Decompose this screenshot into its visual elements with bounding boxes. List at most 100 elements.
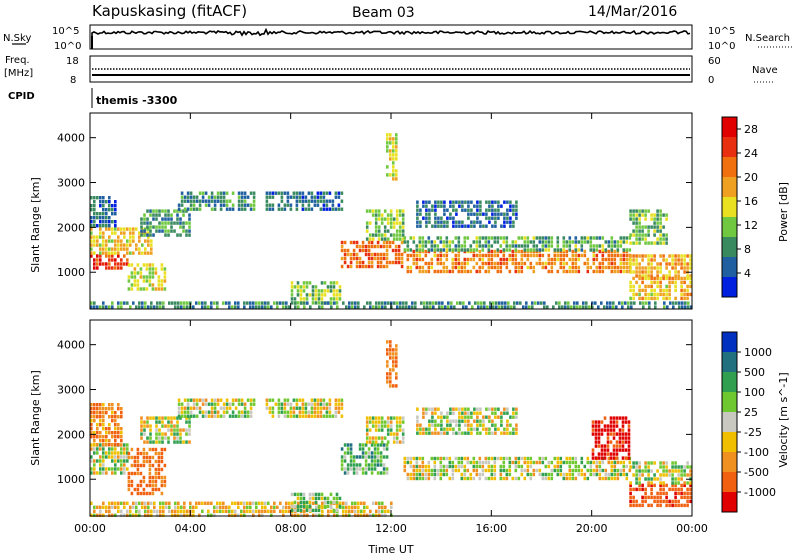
echo-cell <box>370 240 374 245</box>
echo-cell <box>157 467 161 472</box>
echo-cell <box>130 263 134 267</box>
echo-cell <box>231 513 234 517</box>
echo-cell <box>176 233 179 237</box>
echo-cell <box>427 248 431 252</box>
echo-cell <box>313 398 317 402</box>
echo-cell <box>426 301 429 305</box>
echo-cell <box>325 207 329 211</box>
echo-cell <box>234 406 238 410</box>
echo-cell <box>401 233 405 237</box>
echo-cell <box>323 504 327 509</box>
echo-cell <box>616 240 620 244</box>
echo-cell <box>96 435 99 439</box>
echo-cell <box>650 469 653 473</box>
echo-cell <box>464 224 467 228</box>
echo-cell <box>526 248 530 252</box>
echo-cell <box>105 443 108 447</box>
echo-cell <box>475 244 479 248</box>
echo-cell <box>609 432 613 436</box>
echo-cell <box>158 428 161 432</box>
echo-cell <box>111 266 114 270</box>
echo-cell <box>683 280 686 285</box>
echo-cell <box>436 468 440 473</box>
echo-cell <box>574 460 578 465</box>
echo-cell <box>147 231 150 235</box>
echo-cell <box>668 274 671 278</box>
echo-cell <box>147 513 150 517</box>
echo-cell <box>99 231 102 235</box>
echo-cell <box>133 279 137 283</box>
echo-cell <box>375 305 378 309</box>
echo-cell <box>213 513 216 517</box>
echo-cell <box>627 436 631 440</box>
echo-cell <box>368 440 372 444</box>
echo-cell <box>280 410 284 414</box>
echo-cell <box>601 253 605 258</box>
echo-cell <box>389 233 393 237</box>
echo-cell <box>629 503 632 508</box>
echo-cell <box>321 509 324 513</box>
echo-cell <box>132 235 135 239</box>
echo-cell <box>367 256 371 261</box>
echo-cell <box>412 240 416 244</box>
echo-cell <box>632 288 635 293</box>
echo-cell <box>475 253 479 258</box>
echo-cell <box>126 467 129 471</box>
echo-cell <box>395 137 398 141</box>
echo-cell <box>158 213 161 217</box>
echo-cell <box>348 305 351 309</box>
echo-cell <box>307 207 311 211</box>
echo-cell <box>322 191 326 195</box>
echo-cell <box>329 281 333 285</box>
echo-cell <box>142 479 146 484</box>
echo-cell <box>389 344 392 348</box>
echo-cell <box>188 424 191 428</box>
echo-cell <box>264 501 267 505</box>
echo-cell <box>277 398 281 402</box>
echo-cell <box>638 487 641 492</box>
echo-cell <box>595 236 599 240</box>
echo-cell <box>487 265 491 270</box>
echo-cell <box>392 348 395 352</box>
echo-cell <box>295 195 299 199</box>
echo-cell <box>102 305 105 309</box>
echo-cell <box>129 513 132 517</box>
echo-cell <box>149 440 152 444</box>
echo-cell <box>114 447 117 451</box>
echo-cell <box>240 398 244 402</box>
echo-cell <box>111 411 114 415</box>
echo-cell <box>406 476 410 481</box>
echo-cell <box>496 265 500 270</box>
echo-cell <box>96 243 99 247</box>
echo-cell <box>686 274 689 278</box>
echo-cell <box>163 479 167 484</box>
echo-cell <box>328 414 332 418</box>
echo-cell <box>352 256 356 261</box>
echo-cell <box>488 415 491 419</box>
echo-cell <box>155 432 158 436</box>
echo-cell <box>114 227 117 231</box>
echo-cell <box>659 465 662 469</box>
echo-cell <box>604 265 608 270</box>
echo-cell <box>501 305 504 309</box>
echo-cell <box>416 224 419 228</box>
echo-cell <box>163 275 167 279</box>
echo-cell <box>606 452 610 456</box>
echo-cell <box>163 279 167 283</box>
echo-cell <box>140 221 143 225</box>
echo-cell <box>331 203 335 207</box>
echo-cell <box>647 469 650 473</box>
echo-cell <box>373 252 377 257</box>
echo-cell <box>298 199 302 203</box>
echo-cell <box>544 456 548 461</box>
echo-cell <box>179 233 182 237</box>
echo-cell <box>213 410 217 414</box>
echo-cell <box>577 257 581 262</box>
echo-cell <box>120 435 123 439</box>
echo-cell <box>607 460 611 465</box>
echo-cell <box>395 372 398 376</box>
echo-cell <box>641 499 644 504</box>
echo-cell <box>305 508 309 513</box>
echo-cell <box>349 240 353 245</box>
